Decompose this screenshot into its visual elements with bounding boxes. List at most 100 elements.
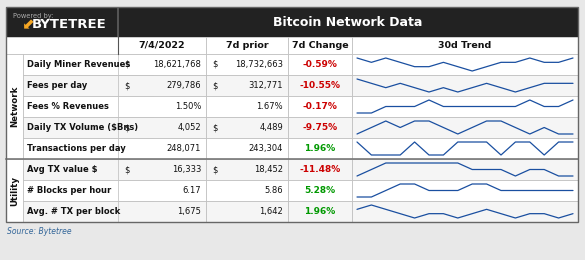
Text: Powered by:: Powered by:: [13, 13, 53, 19]
Bar: [288, 54, 352, 75]
Text: Source: Bytetree: Source: Bytetree: [7, 227, 71, 236]
Text: Avg TX value $: Avg TX value $: [27, 165, 98, 174]
Text: $: $: [212, 81, 218, 90]
Text: 243,304: 243,304: [249, 144, 283, 153]
Text: $: $: [212, 165, 218, 174]
Bar: [23, 201, 153, 222]
Bar: [352, 201, 578, 222]
Bar: [352, 37, 578, 54]
Text: $: $: [212, 123, 218, 132]
Text: Avg. # TX per block: Avg. # TX per block: [27, 207, 121, 216]
Text: Fees per day: Fees per day: [27, 81, 87, 90]
Bar: [6, 159, 23, 222]
Text: 5.86: 5.86: [264, 186, 283, 195]
Text: 4,489: 4,489: [259, 123, 283, 132]
Bar: [118, 54, 206, 75]
Text: $: $: [124, 60, 129, 69]
Bar: [118, 75, 206, 96]
Bar: [118, 37, 206, 54]
Bar: [6, 37, 118, 54]
Bar: [206, 180, 288, 201]
Bar: [23, 138, 153, 159]
Bar: [118, 201, 206, 222]
Bar: [23, 117, 153, 138]
Bar: [206, 54, 288, 75]
Bar: [352, 138, 578, 159]
Bar: [118, 7, 578, 37]
Bar: [23, 180, 153, 201]
Text: 1.96%: 1.96%: [304, 144, 336, 153]
Bar: [288, 180, 352, 201]
Text: 7d prior: 7d prior: [226, 41, 269, 50]
Text: 279,786: 279,786: [166, 81, 201, 90]
Bar: [118, 159, 206, 180]
Bar: [352, 54, 578, 75]
Text: 312,771: 312,771: [249, 81, 283, 90]
Text: 18,621,768: 18,621,768: [153, 60, 201, 69]
Text: Transactions per day: Transactions per day: [27, 144, 126, 153]
Bar: [23, 54, 153, 75]
Text: 5.28%: 5.28%: [304, 186, 336, 195]
Text: BYTETREE: BYTETREE: [32, 18, 106, 31]
Text: $: $: [212, 60, 218, 69]
Text: $: $: [124, 165, 129, 174]
Text: Fees % Revenues: Fees % Revenues: [27, 102, 109, 111]
Text: -0.59%: -0.59%: [302, 60, 338, 69]
Bar: [352, 180, 578, 201]
Text: Daily TX Volume ($Bns): Daily TX Volume ($Bns): [27, 123, 138, 132]
Text: -10.55%: -10.55%: [300, 81, 340, 90]
Bar: [117, 7, 119, 37]
Bar: [288, 117, 352, 138]
Bar: [352, 159, 578, 180]
Bar: [206, 96, 288, 117]
Bar: [23, 75, 153, 96]
Text: -9.75%: -9.75%: [302, 123, 338, 132]
Text: 1.50%: 1.50%: [175, 102, 201, 111]
Bar: [118, 180, 206, 201]
Text: 16,333: 16,333: [171, 165, 201, 174]
Bar: [352, 117, 578, 138]
Text: 1.96%: 1.96%: [304, 207, 336, 216]
Text: -0.17%: -0.17%: [302, 102, 338, 111]
Text: $: $: [124, 123, 129, 132]
Text: Daily Miner Revenues: Daily Miner Revenues: [27, 60, 130, 69]
Bar: [288, 138, 352, 159]
Bar: [6, 7, 578, 222]
Bar: [288, 159, 352, 180]
Bar: [206, 138, 288, 159]
Text: # Blocks per hour: # Blocks per hour: [27, 186, 111, 195]
Bar: [288, 201, 352, 222]
Bar: [288, 75, 352, 96]
Bar: [118, 117, 206, 138]
Text: 30d Trend: 30d Trend: [438, 41, 491, 50]
Text: 248,071: 248,071: [167, 144, 201, 153]
Text: 6.17: 6.17: [183, 186, 201, 195]
Bar: [118, 96, 206, 117]
Bar: [288, 96, 352, 117]
Bar: [352, 96, 578, 117]
Text: 7d Change: 7d Change: [292, 41, 348, 50]
Bar: [352, 75, 578, 96]
Text: ⬋: ⬋: [22, 17, 35, 32]
Text: 1,642: 1,642: [259, 207, 283, 216]
Bar: [206, 37, 288, 54]
Bar: [206, 159, 288, 180]
Bar: [206, 201, 288, 222]
Text: $: $: [124, 81, 129, 90]
Text: -11.48%: -11.48%: [300, 165, 340, 174]
Text: Bitcoin Network Data: Bitcoin Network Data: [273, 16, 423, 29]
Bar: [206, 75, 288, 96]
Text: 4,052: 4,052: [177, 123, 201, 132]
Text: 18,732,663: 18,732,663: [235, 60, 283, 69]
Bar: [288, 37, 352, 54]
Bar: [6, 7, 118, 37]
Bar: [6, 54, 23, 159]
Text: Network: Network: [10, 86, 19, 127]
Bar: [206, 117, 288, 138]
Text: Utility: Utility: [10, 176, 19, 205]
Text: 7/4/2022: 7/4/2022: [139, 41, 185, 50]
Text: 18,452: 18,452: [254, 165, 283, 174]
Bar: [23, 96, 153, 117]
Bar: [23, 159, 153, 180]
Text: 1,675: 1,675: [177, 207, 201, 216]
